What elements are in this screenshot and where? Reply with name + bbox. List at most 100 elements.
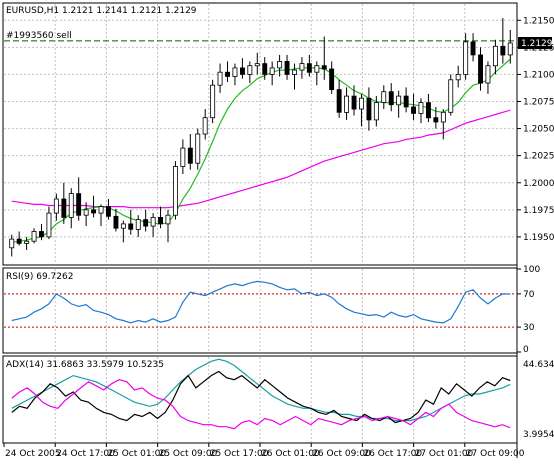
candle-body [165, 214, 171, 225]
adx-y-tick-label: 3.9954 [523, 430, 554, 440]
candle-body [39, 231, 44, 238]
candle-body [83, 209, 89, 216]
candle-body [195, 133, 201, 164]
adx-series-line [11, 379, 511, 430]
adx-series-line [11, 370, 511, 424]
adx-panel-title: ADX(14) 31.6863 33.5979 10.5235 [6, 360, 164, 370]
candle-body [329, 68, 335, 91]
adx-series-line [11, 358, 511, 422]
candle-body [262, 63, 268, 75]
candle-body [381, 91, 387, 103]
x-tick-label: 24 Oct 2005 [5, 449, 61, 459]
x-tick-label: 24 Oct 17:00 [56, 449, 115, 459]
price-y-tick-label: 1.2100 [523, 70, 554, 80]
candle-body [135, 219, 141, 230]
candle-body [247, 65, 253, 75]
rsi-y-tick-label: 0 [523, 345, 529, 355]
candle-body [91, 209, 96, 214]
candle-body [366, 97, 372, 121]
current-price-box [518, 37, 552, 49]
candle-body [254, 63, 260, 67]
candle-body [76, 193, 82, 216]
candle-body [425, 102, 431, 119]
candle-body [143, 219, 149, 227]
adx-y-tick-label: 44.6342 [523, 360, 554, 370]
candle-body [68, 193, 74, 218]
price-y-tick-label: 1.1950 [523, 233, 554, 243]
candle-body [351, 95, 357, 110]
candle-body [284, 61, 290, 75]
candle-body [455, 74, 461, 81]
x-tick-label: 26 Oct 01:00 [261, 449, 320, 459]
candle-body [16, 238, 22, 244]
rsi-layer [4, 280, 516, 328]
candle-body [507, 42, 513, 56]
candle-body [358, 97, 364, 110]
ma-slow-line [11, 109, 511, 209]
candle-body [492, 45, 498, 67]
price-y-tick-label: 1.2075 [523, 98, 554, 108]
candle-body [46, 212, 52, 238]
candle-body [210, 84, 216, 119]
candle-body [113, 215, 119, 229]
candle-body [120, 223, 126, 229]
candle-body [180, 147, 186, 167]
candle-body [269, 67, 275, 75]
x-tick-label: 25 Oct 01:00 [107, 449, 166, 459]
rsi-panel-frame[interactable] [2, 267, 518, 354]
candle-body [485, 65, 491, 84]
candle-body [470, 41, 476, 56]
price-y-tick-label: 1.2000 [523, 179, 554, 189]
adx-layer [11, 358, 511, 430]
candle-body [128, 223, 134, 230]
candle-body [306, 63, 312, 73]
candle-body [24, 240, 30, 244]
candle-body [291, 69, 297, 75]
candle-body [9, 238, 15, 249]
candle-body [500, 45, 506, 56]
rsi-y-tick-label: 30 [523, 323, 535, 333]
candle-body [277, 61, 283, 69]
candle-body [440, 111, 446, 123]
candle-body [299, 63, 305, 71]
x-tick-label: 26 Oct 17:00 [363, 449, 422, 459]
candle-body [433, 117, 439, 123]
price-y-tick-label: 1.1975 [523, 206, 554, 216]
candle-body [448, 79, 454, 113]
candle-body [239, 67, 245, 75]
candle-body [388, 91, 394, 106]
candle-body [373, 102, 379, 121]
candle-body [314, 65, 320, 73]
x-tick-label: 26 Oct 09:00 [312, 449, 371, 459]
candle-body [411, 106, 416, 114]
candle-body [225, 71, 230, 77]
candle-body [336, 89, 342, 113]
candle-body [98, 206, 104, 214]
candle-body [53, 198, 59, 214]
rsi-y-tick-label: 70 [523, 290, 535, 300]
candle-body [158, 216, 163, 225]
candle-body [396, 95, 402, 106]
rsi-line [11, 280, 511, 324]
x-tick-label: 27 Oct 01:00 [415, 449, 474, 459]
x-tick-label: 27 Oct 09:00 [466, 449, 525, 459]
candle-body [202, 117, 208, 135]
candle-body [106, 206, 111, 217]
x-tick-label: 25 Oct 09:00 [159, 449, 218, 459]
candle-body [217, 71, 223, 86]
rsi-panel-title: RSI(9) 69.7262 [6, 272, 73, 282]
grid-layer [4, 4, 516, 442]
order-label[interactable]: #1993560 sell [6, 31, 72, 41]
price-y-tick-label: 1.2050 [523, 125, 554, 135]
candle-body [31, 231, 37, 242]
candle-body [150, 216, 156, 227]
candle-body [232, 67, 238, 78]
price-y-tick-label: 1.2150 [523, 16, 554, 26]
candle-body [478, 54, 483, 84]
candle-body [187, 147, 193, 164]
candle-body [403, 95, 409, 108]
